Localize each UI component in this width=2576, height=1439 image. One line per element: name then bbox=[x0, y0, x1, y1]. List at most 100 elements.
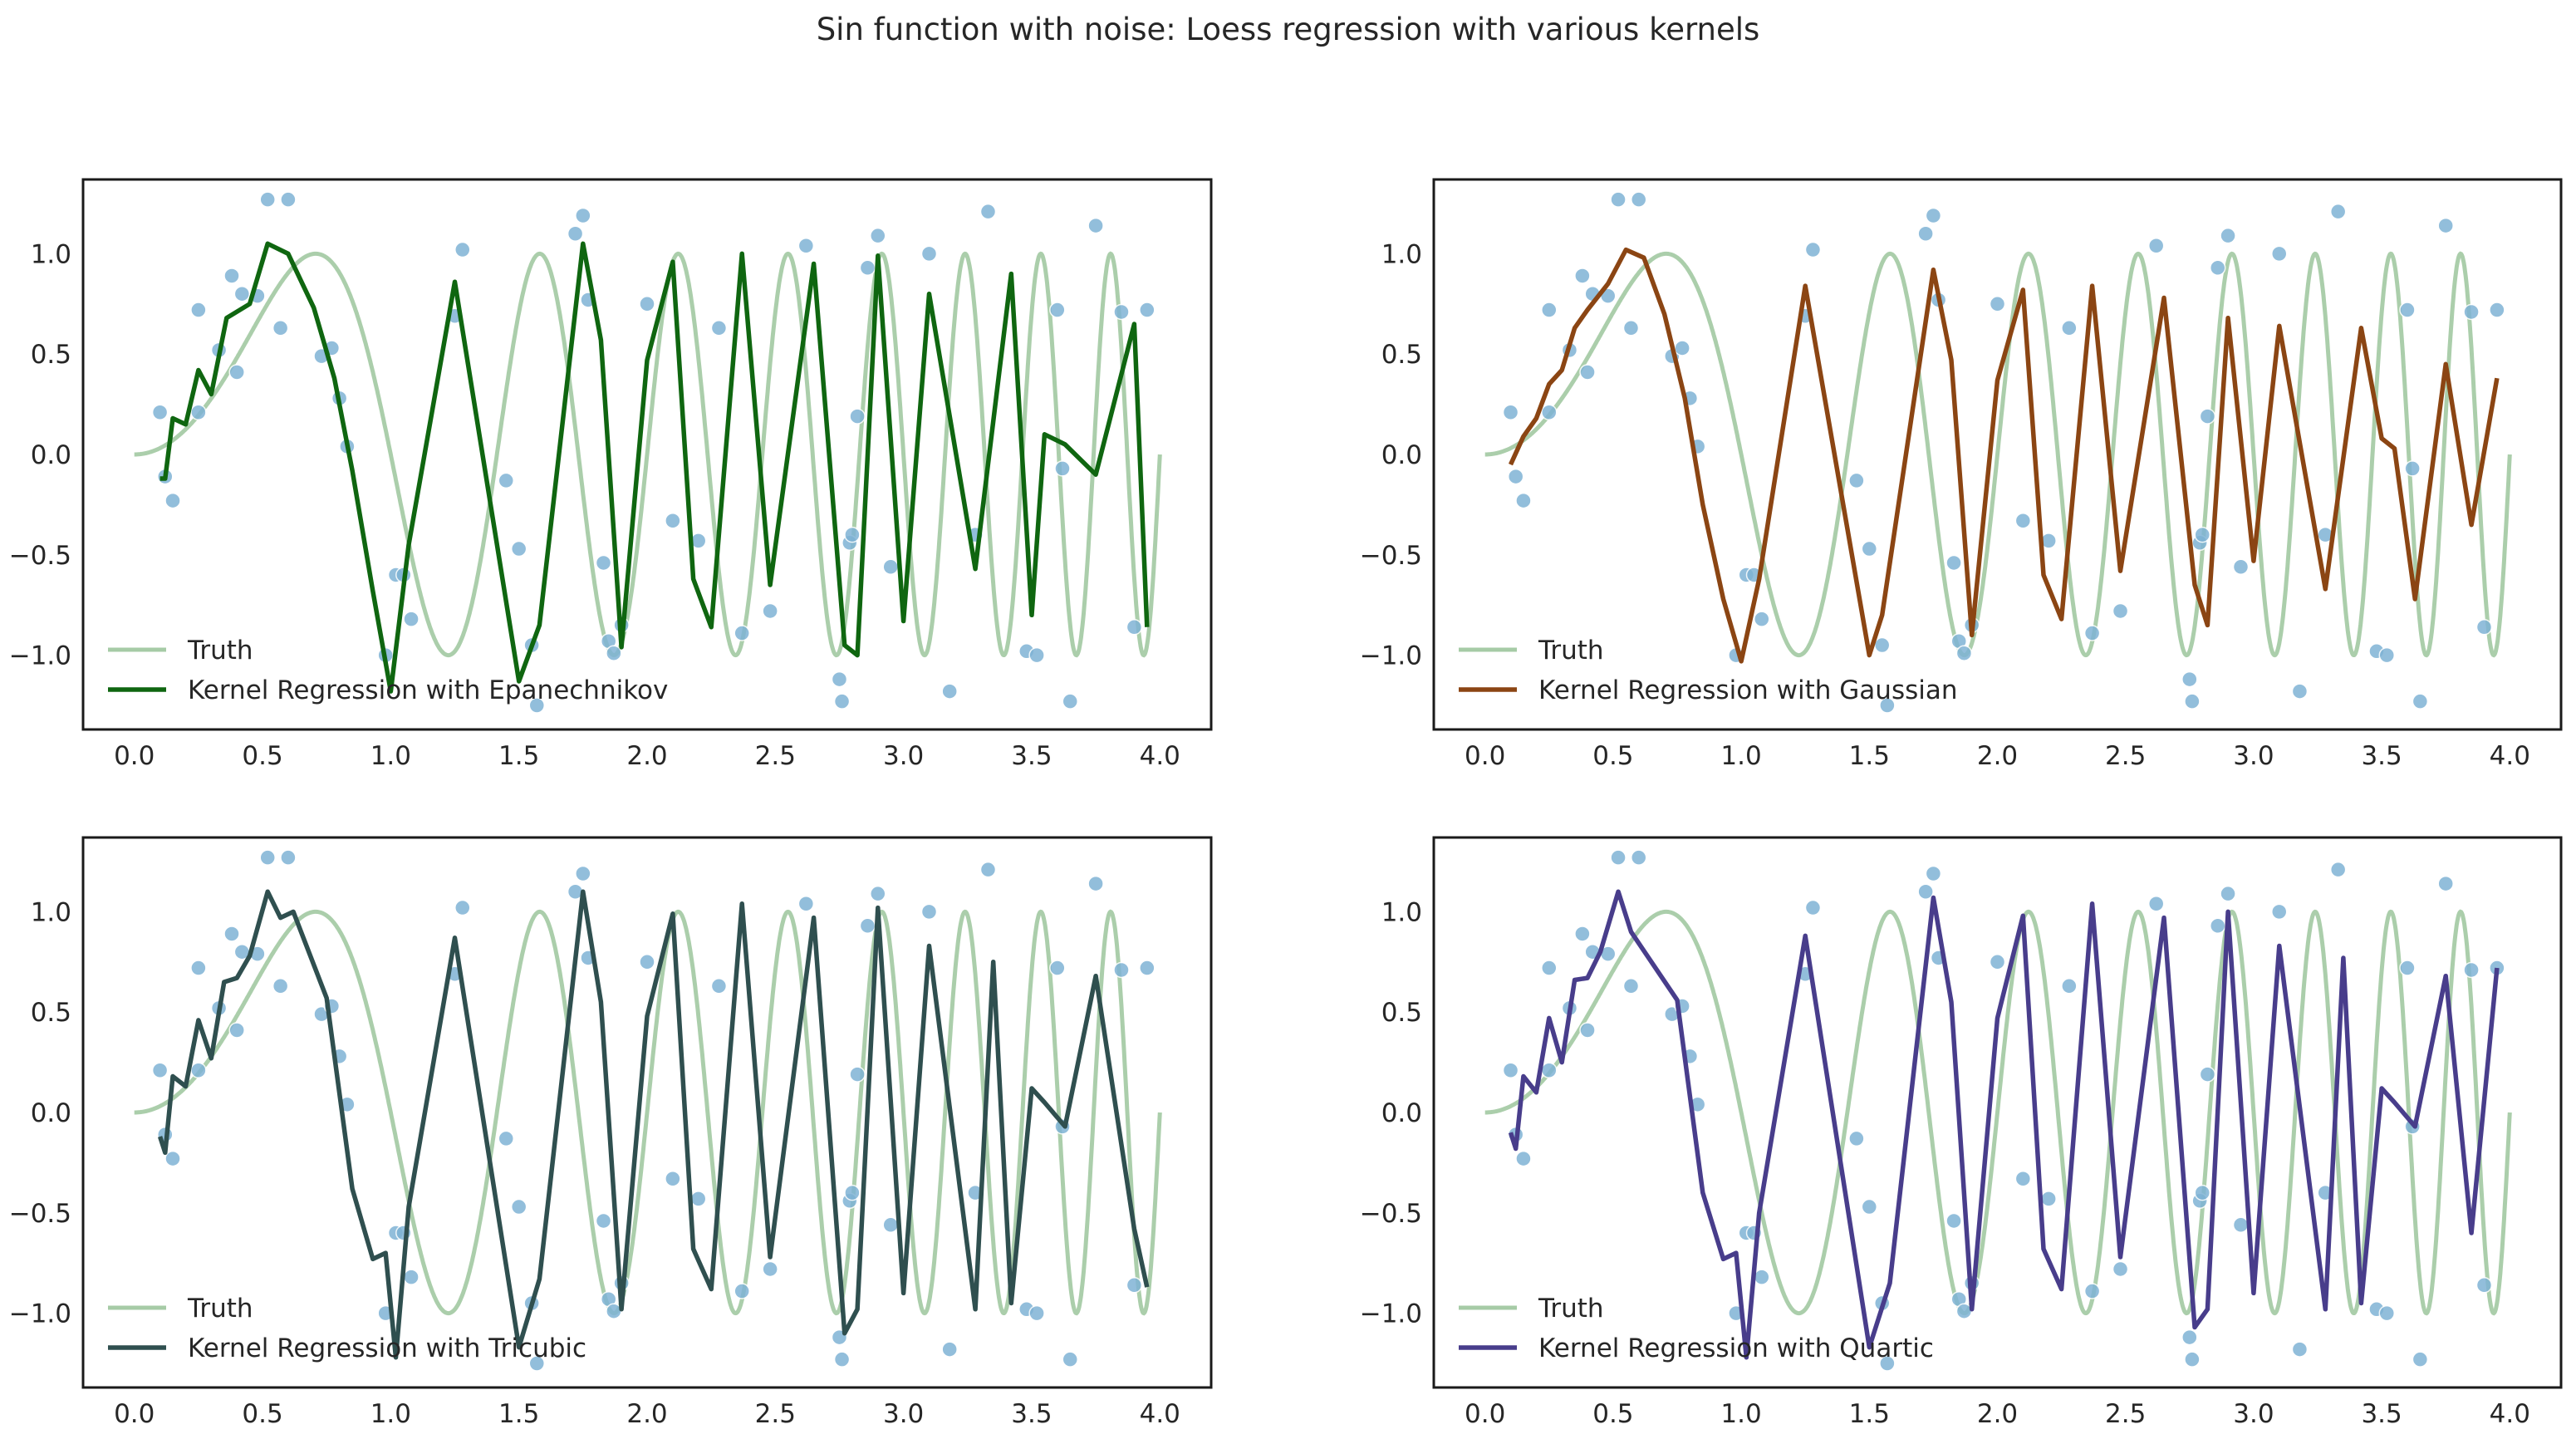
noisy-data-point bbox=[528, 1355, 546, 1372]
y-tick-label: 0.5 bbox=[1381, 340, 1422, 370]
x-tick-label: 4.0 bbox=[2490, 1399, 2530, 1429]
noisy-data-point bbox=[2378, 1304, 2396, 1322]
noisy-data-point bbox=[2412, 1351, 2429, 1368]
noisy-data-point bbox=[2181, 1328, 2198, 1346]
noisy-data-point bbox=[797, 895, 815, 912]
y-tick-label: 1.0 bbox=[1381, 897, 1422, 927]
noisy-data-point bbox=[2475, 1277, 2493, 1294]
noisy-data-point bbox=[2437, 875, 2454, 892]
noisy-data-point bbox=[2399, 302, 2416, 318]
noisy-data-point bbox=[190, 1062, 207, 1079]
noisy-data-point bbox=[979, 861, 997, 878]
x-tick-label: 0.0 bbox=[114, 1399, 155, 1429]
noisy-data-point bbox=[1113, 303, 1130, 321]
kernel-regression-line-gaussian bbox=[1508, 247, 2500, 664]
subplot-gaussian: 0.0 0.5 1.0 1.5 2.0 2.5 3.0 3.5 4.0 −1.0 −0.5 0.0 0.… bbox=[1360, 178, 2563, 771]
noisy-data-point bbox=[190, 960, 207, 976]
x-tick-label: 3.5 bbox=[2361, 1399, 2402, 1429]
y-tick-label: −0.5 bbox=[1360, 541, 1422, 571]
noisy-data-point bbox=[2112, 602, 2129, 620]
x-tick-label: 2.5 bbox=[755, 741, 796, 771]
noisy-data-point bbox=[2061, 978, 2078, 995]
noisy-data-point bbox=[1945, 554, 1962, 572]
noisy-data-point bbox=[849, 1066, 866, 1083]
noisy-data-point bbox=[1574, 268, 1591, 284]
noisy-data-point bbox=[403, 611, 420, 627]
axes-frame bbox=[1432, 178, 2563, 731]
x-tick-label: 4.0 bbox=[2490, 741, 2530, 771]
legend-label-fit: Kernel Regression with Epanechnikov bbox=[188, 675, 668, 705]
x-tick-label: 2.0 bbox=[626, 1399, 667, 1429]
noisy-data-point bbox=[1541, 302, 1558, 318]
x-tick-label: 3.0 bbox=[883, 1399, 924, 1429]
noisy-data-point bbox=[734, 1283, 750, 1299]
noisy-data-point bbox=[882, 1216, 899, 1234]
noisy-data-point bbox=[859, 259, 876, 277]
y-tick-label: −1.0 bbox=[9, 1299, 71, 1329]
x-tick-label: 0.5 bbox=[1592, 741, 1633, 771]
truth-line bbox=[1484, 251, 2512, 658]
noisy-data-point bbox=[941, 1341, 958, 1358]
legend-label-truth: Truth bbox=[187, 636, 253, 665]
x-tick-label: 1.5 bbox=[498, 1399, 539, 1429]
noisy-data-point bbox=[2194, 526, 2210, 543]
noisy-data-point bbox=[859, 917, 876, 935]
noisy-data-point bbox=[2209, 917, 2226, 935]
noisy-data-point bbox=[1126, 619, 1143, 636]
axes-frame bbox=[1432, 836, 2563, 1389]
noisy-data-point bbox=[2220, 227, 2236, 244]
noisy-data-point bbox=[639, 296, 655, 312]
x-tick-label: 4.0 bbox=[1140, 741, 1180, 771]
plot-area bbox=[134, 191, 1162, 714]
y-tick-label: 0.0 bbox=[31, 440, 71, 470]
noisy-data-point bbox=[2147, 895, 2165, 912]
noisy-data-point bbox=[1579, 1022, 1596, 1039]
y-tick-label: 0.5 bbox=[31, 998, 71, 1028]
noisy-data-point bbox=[833, 693, 851, 710]
legend: Truth Kernel Regression with Tricubic bbox=[108, 1294, 586, 1363]
noisy-data-point bbox=[190, 302, 207, 318]
x-tick-label: 0.0 bbox=[1465, 1399, 1505, 1429]
x-tick-label: 3.0 bbox=[2233, 741, 2274, 771]
x-tick-label: 2.0 bbox=[626, 741, 667, 771]
noisy-data-point bbox=[665, 1170, 681, 1187]
noisy-data-point bbox=[2112, 1260, 2129, 1278]
noisy-data-point bbox=[1610, 191, 1627, 208]
noisy-data-point bbox=[1515, 492, 1532, 509]
truth-line bbox=[134, 251, 1162, 658]
noisy-data-point bbox=[528, 697, 546, 714]
x-tick-label: 4.0 bbox=[1140, 1399, 1180, 1429]
noisy-data-point bbox=[1139, 302, 1156, 318]
truth-line bbox=[1484, 909, 2512, 1316]
noisy-data-point bbox=[1674, 340, 1690, 356]
y-tick-label: −1.0 bbox=[1360, 1299, 1422, 1329]
noisy-data-point bbox=[2209, 259, 2226, 277]
noisy-data-point bbox=[882, 558, 899, 576]
noisy-data-point bbox=[870, 885, 886, 902]
noisy-data-point bbox=[1579, 364, 1596, 381]
y-tick-label: 1.0 bbox=[31, 239, 71, 269]
noisy-data-point bbox=[280, 191, 297, 208]
noisy-data-point bbox=[1925, 207, 1942, 224]
noisy-data-point bbox=[233, 285, 251, 302]
noisy-data-point bbox=[844, 526, 861, 543]
noisy-data-point bbox=[595, 1212, 612, 1230]
noisy-data-point bbox=[1955, 645, 1973, 661]
noisy-data-point bbox=[1515, 1150, 1532, 1167]
noisy-data-point bbox=[2271, 245, 2288, 263]
noisy-data-point bbox=[228, 1022, 245, 1039]
noisy-data-point bbox=[2291, 1341, 2309, 1358]
noisy-data-point bbox=[2232, 558, 2250, 576]
noisy-data-point bbox=[2147, 237, 2165, 254]
kernel-regression-line-quartic bbox=[1508, 889, 2500, 1360]
noisy-data-point bbox=[1028, 646, 1045, 664]
x-tick-label: 1.5 bbox=[498, 741, 539, 771]
noisy-data-point bbox=[498, 1130, 514, 1147]
x-tick-label: 0.5 bbox=[1592, 1399, 1633, 1429]
noisy-data-point bbox=[1574, 926, 1591, 942]
noisy-data-point bbox=[1989, 954, 2006, 970]
noisy-data-point bbox=[1507, 468, 1524, 485]
legend-label-truth: Truth bbox=[187, 1294, 253, 1324]
noisy-data-point bbox=[1804, 241, 1822, 258]
subplot-epanechnikov: 0.0 0.5 1.0 1.5 2.0 2.5 3.0 3.5 4.0 −1.0 −0.5 0.0 0.… bbox=[9, 178, 1213, 771]
